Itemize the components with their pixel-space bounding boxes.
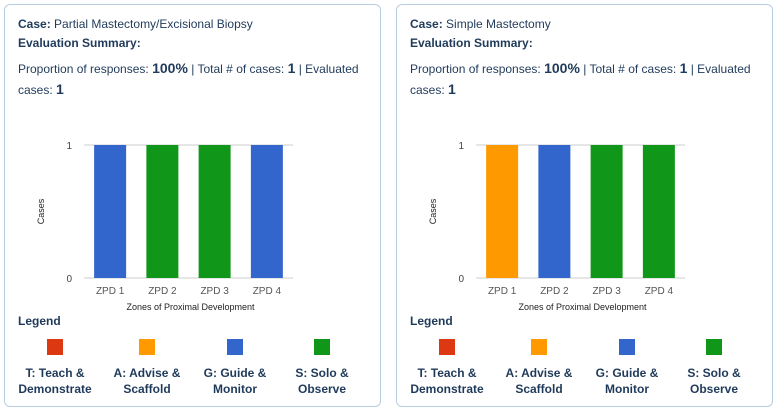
legend-item-solo: S: Solo & Observe	[669, 339, 759, 397]
separator: |	[690, 62, 694, 76]
evaluation-summary-title: Evaluation Summary:	[410, 36, 533, 50]
evaluation-stats: Proportion of responses: 100% | Total # …	[410, 58, 765, 100]
x-tick-label: ZPD 1	[488, 286, 517, 297]
y-tick-label: 1	[458, 141, 464, 152]
legend-item-advise: A: Advise & Scaffold	[494, 339, 584, 397]
x-axis-label: Zones of Proximal Development	[518, 302, 647, 312]
proportion-label: Proportion of responses:	[410, 62, 541, 76]
legend-swatch-advise	[531, 339, 547, 355]
bar	[486, 145, 519, 278]
legend-item-guide: G: Guide & Monitor	[582, 339, 672, 397]
legend-swatch-solo	[314, 339, 330, 355]
y-axis-label: Cases	[428, 198, 438, 224]
separator: |	[583, 62, 587, 76]
bar	[590, 145, 623, 278]
case-label: Case:	[18, 17, 51, 31]
legend-item-advise: A: Advise & Scaffold	[102, 339, 192, 397]
x-tick-label: ZPD 4	[645, 286, 674, 297]
evaluation-card-1: Case: Partial Mastectomy/Excisional Biop…	[4, 4, 381, 407]
legend-item-guide: G: Guide & Monitor	[190, 339, 280, 397]
bar	[250, 145, 283, 278]
legend-swatch-teach	[439, 339, 455, 355]
evaluated-value: 1	[56, 81, 64, 97]
legend-swatch-advise	[139, 339, 155, 355]
y-tick-label: 0	[66, 274, 72, 285]
x-tick-label: ZPD 3	[592, 286, 621, 297]
x-tick-label: ZPD 2	[148, 286, 177, 297]
legend-label-advise: A: Advise & Scaffold	[113, 366, 181, 396]
legend: T: Teach & Demonstrate A: Advise & Scaffol…	[5, 339, 382, 399]
evaluation-stats: Proportion of responses: 100% | Total # …	[18, 58, 373, 100]
case-name: Partial Mastectomy/Excisional Biopsy	[54, 17, 253, 31]
separator: |	[191, 62, 195, 76]
evaluation-card-2: Case: Simple Mastectomy Evaluation Summa…	[396, 4, 773, 407]
proportion-value: 100%	[152, 60, 188, 76]
legend: T: Teach & Demonstrate A: Advise & Scaffol…	[397, 339, 774, 399]
x-tick-label: ZPD 2	[540, 286, 569, 297]
evaluation-summary-title: Evaluation Summary:	[18, 36, 141, 50]
legend-item-solo: S: Solo & Observe	[277, 339, 367, 397]
legend-label-guide: G: Guide & Monitor	[595, 366, 659, 396]
legend-title: Legend	[18, 314, 61, 328]
bar	[642, 145, 675, 278]
x-axis-label: Zones of Proximal Development	[126, 302, 255, 312]
x-tick-label: ZPD 1	[96, 286, 125, 297]
legend-swatch-solo	[706, 339, 722, 355]
total-label: Total # of cases:	[589, 62, 677, 76]
legend-item-teach: T: Teach & Demonstrate	[402, 339, 492, 397]
x-tick-label: ZPD 3	[200, 286, 229, 297]
legend-swatch-teach	[47, 339, 63, 355]
zpd-bar-chart: 0 1 ZPD 1 ZPD 2 ZPD 3 ZPD 4 Zones of Proximal …	[5, 123, 382, 323]
legend-label-teach: T: Teach & Demonstrate	[18, 366, 92, 396]
legend-label-guide: G: Guide & Monitor	[203, 366, 267, 396]
legend-swatch-guide	[227, 339, 243, 355]
separator: |	[298, 62, 302, 76]
y-axis-label: Cases	[36, 198, 46, 224]
legend-item-teach: T: Teach & Demonstrate	[10, 339, 100, 397]
case-label: Case:	[410, 17, 443, 31]
total-value: 1	[287, 60, 296, 76]
case-title: Case: Simple Mastectomy	[410, 17, 551, 31]
bar	[146, 145, 179, 278]
proportion-value: 100%	[544, 60, 580, 76]
total-value: 1	[679, 60, 688, 76]
proportion-label: Proportion of responses:	[18, 62, 149, 76]
legend-label-teach: T: Teach & Demonstrate	[410, 366, 484, 396]
x-tick-label: ZPD 4	[253, 286, 282, 297]
legend-swatch-guide	[619, 339, 635, 355]
legend-label-solo: S: Solo & Observe	[295, 366, 349, 396]
legend-label-solo: S: Solo & Observe	[687, 366, 741, 396]
bar	[538, 145, 571, 278]
case-name: Simple Mastectomy	[446, 17, 551, 31]
y-tick-label: 1	[66, 141, 72, 152]
zpd-bar-chart: 0 1 ZPD 1 ZPD 2 ZPD 3 ZPD 4 Zones of Proximal …	[397, 123, 774, 323]
evaluated-value: 1	[448, 81, 456, 97]
chart-svg: 0 1 ZPD 1 ZPD 2 ZPD 3 ZPD 4 Zones of Proximal …	[428, 141, 685, 312]
chart-svg: 0 1 ZPD 1 ZPD 2 ZPD 3 ZPD 4 Zones of Proximal …	[36, 141, 293, 312]
evaluated-label: Evaluated cases:	[18, 62, 359, 97]
legend-title: Legend	[410, 314, 453, 328]
bar	[198, 145, 231, 278]
bar	[94, 145, 127, 278]
legend-label-advise: A: Advise & Scaffold	[505, 366, 573, 396]
y-tick-label: 0	[458, 274, 464, 285]
evaluated-label: Evaluated cases:	[410, 62, 751, 97]
case-title: Case: Partial Mastectomy/Excisional Biop…	[18, 17, 253, 31]
total-label: Total # of cases:	[197, 62, 285, 76]
